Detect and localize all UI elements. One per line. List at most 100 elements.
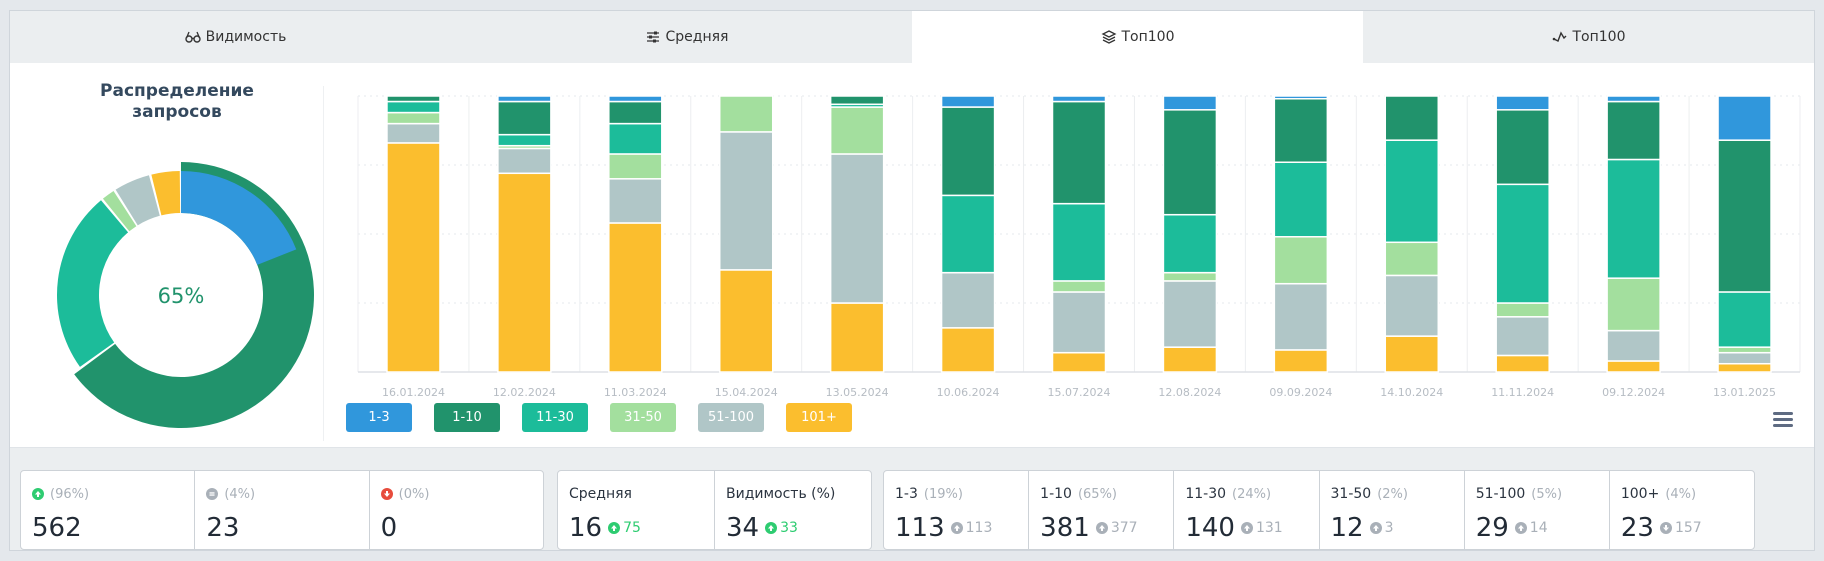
stat-value: 23 — [206, 513, 240, 543]
legend-item-1-3[interactable]: 1-3 — [346, 403, 412, 432]
stat-delta: 113 — [950, 520, 992, 536]
x-tick-label: 09.12.2024 — [1602, 386, 1665, 399]
bar-segment-1-10[interactable] — [1717, 139, 1772, 293]
bar-segment-51-100[interactable] — [940, 271, 996, 329]
arrow-up-circle-icon — [608, 522, 621, 534]
bar-segment-101+[interactable] — [608, 222, 663, 373]
bar-segment-51-100[interactable] — [1495, 316, 1550, 357]
bar-segment-51-100[interactable] — [829, 153, 885, 304]
bar-segment-101+[interactable] — [1162, 346, 1218, 373]
bar-segment-101+[interactable] — [829, 302, 885, 373]
bar-segment-51-100[interactable] — [1384, 274, 1440, 337]
bar-segment-1-10[interactable] — [1495, 109, 1550, 186]
bar-segment-1-3[interactable] — [608, 95, 663, 103]
bar-segment-101+[interactable] — [1273, 349, 1329, 373]
bar-segment-101+[interactable] — [1384, 335, 1440, 373]
bar-segment-1-3[interactable] — [497, 95, 552, 103]
bar-segment-1-10[interactable] — [1273, 98, 1329, 163]
bar-segment-1-10[interactable] — [386, 95, 441, 103]
bar-segment-31-50[interactable] — [1384, 241, 1440, 277]
sliders-icon — [646, 31, 659, 43]
bar-segment-101+[interactable] — [1717, 362, 1772, 373]
legend-item-11-30[interactable]: 11-30 — [522, 403, 588, 432]
bar-segment-31-50[interactable] — [608, 153, 663, 180]
bar-segment-31-50[interactable] — [1495, 302, 1550, 318]
bar-segment-31-50[interactable] — [718, 95, 774, 133]
stat-delta: 377 — [1095, 520, 1138, 536]
legend-item-31-50[interactable]: 31-50 — [610, 403, 676, 432]
bar-segment-1-10[interactable] — [829, 95, 885, 106]
bar-segment-31-50[interactable] — [829, 106, 885, 155]
bar-segment-11-30[interactable] — [386, 100, 441, 114]
bar-segment-1-10[interactable] — [1384, 95, 1440, 141]
donut-slice-11-30[interactable] — [57, 200, 129, 367]
bar-segment-51-100[interactable] — [718, 131, 774, 271]
bar-segment-11-30[interactable] — [1273, 161, 1329, 238]
bar-segment-1-3[interactable] — [1495, 95, 1550, 111]
bar-segment-11-30[interactable] — [1384, 139, 1440, 244]
chart-menu-button[interactable] — [1773, 412, 1793, 428]
bar-segment-11-30[interactable] — [1495, 183, 1550, 304]
bar-segment-31-50[interactable] — [1273, 236, 1329, 285]
bar-segment-11-30[interactable] — [1051, 202, 1107, 282]
bar-segment-101+[interactable] — [1606, 360, 1661, 373]
bar-segment-31-50[interactable] — [1051, 280, 1107, 293]
bar-segment-11-30[interactable] — [497, 133, 552, 147]
tab-visibility[interactable]: Видимость — [10, 11, 461, 63]
bar-segment-51-100[interactable] — [608, 178, 663, 224]
bar-segment-101+[interactable] — [940, 327, 996, 373]
bar-segment-101+[interactable] — [1051, 351, 1107, 373]
legend-item-51-100[interactable]: 51-100 — [698, 403, 764, 432]
bar-segment-51-100[interactable] — [1717, 351, 1772, 365]
bar-segment-1-3[interactable] — [1717, 95, 1772, 141]
bar-segment-1-10[interactable] — [1051, 100, 1107, 205]
bar-segment-1-3[interactable] — [1051, 95, 1107, 103]
bar-segment-51-100[interactable] — [386, 122, 441, 144]
bar-segment-51-100[interactable] — [1051, 291, 1107, 354]
hamburger-icon — [1773, 418, 1793, 421]
bar-segment-11-30[interactable] — [1717, 291, 1772, 348]
bar-segment-31-50[interactable] — [1162, 271, 1218, 282]
bar-segment-1-3[interactable] — [1162, 95, 1218, 111]
bar-segment-11-30[interactable] — [940, 194, 996, 274]
tab-label: Средняя — [665, 29, 729, 45]
bar-segment-51-100[interactable] — [1606, 329, 1661, 362]
tab-average[interactable]: Средняя — [461, 11, 912, 63]
donut-slice-101+[interactable] — [151, 171, 181, 216]
bar-segment-51-100[interactable] — [497, 147, 552, 175]
arrow-up-circle-icon — [950, 522, 963, 534]
bar-segment-1-3[interactable] — [1606, 95, 1661, 103]
x-tick-label: 15.04.2024 — [715, 386, 778, 399]
legend-item-1-10[interactable]: 1-10 — [434, 403, 500, 432]
tab-top100-dynamics[interactable]: Топ100 — [1363, 11, 1814, 63]
donut-slice-31-50[interactable] — [102, 190, 137, 232]
bar-segment-1-10[interactable] — [940, 106, 996, 197]
bar-segment-1-10[interactable] — [1606, 100, 1661, 161]
bar-segment-101+[interactable] — [1495, 354, 1550, 373]
bar-segment-51-100[interactable] — [1162, 280, 1218, 348]
tab-top100-distribution[interactable]: Топ100 — [912, 11, 1363, 63]
bar-segment-11-30[interactable] — [608, 122, 663, 155]
bar-segment-1-10[interactable] — [608, 100, 663, 125]
bar-segment-101+[interactable] — [386, 142, 441, 373]
bar-segment-51-100[interactable] — [1273, 282, 1329, 351]
distribution-donut-chart: 65% — [57, 162, 315, 429]
bar-segment-31-50[interactable] — [386, 111, 441, 125]
bar-segment-31-50[interactable] — [1606, 277, 1661, 332]
stat-average: Средняя 16 75 — [558, 471, 715, 549]
bar-segment-1-3[interactable] — [1273, 95, 1329, 100]
stat-percent: (96%) — [50, 486, 90, 502]
tab-label: Топ100 — [1572, 29, 1626, 45]
donut-slice-1-3[interactable] — [181, 171, 297, 265]
legend-item-101+[interactable]: 101+ — [786, 403, 852, 432]
bar-segment-1-10[interactable] — [497, 100, 552, 136]
bar-segment-11-30[interactable] — [1606, 158, 1661, 279]
bar-segment-101+[interactable] — [718, 269, 774, 373]
donut-slice-51-100[interactable] — [115, 175, 160, 226]
bar-segment-11-30[interactable] — [1162, 213, 1218, 274]
bar-segment-101+[interactable] — [497, 172, 552, 373]
bar-segment-1-3[interactable] — [940, 95, 996, 108]
bar-segment-1-10[interactable] — [1162, 109, 1218, 216]
bar-segment-31-50[interactable] — [1717, 346, 1772, 354]
x-tick-label: 11.03.2024 — [604, 386, 667, 399]
